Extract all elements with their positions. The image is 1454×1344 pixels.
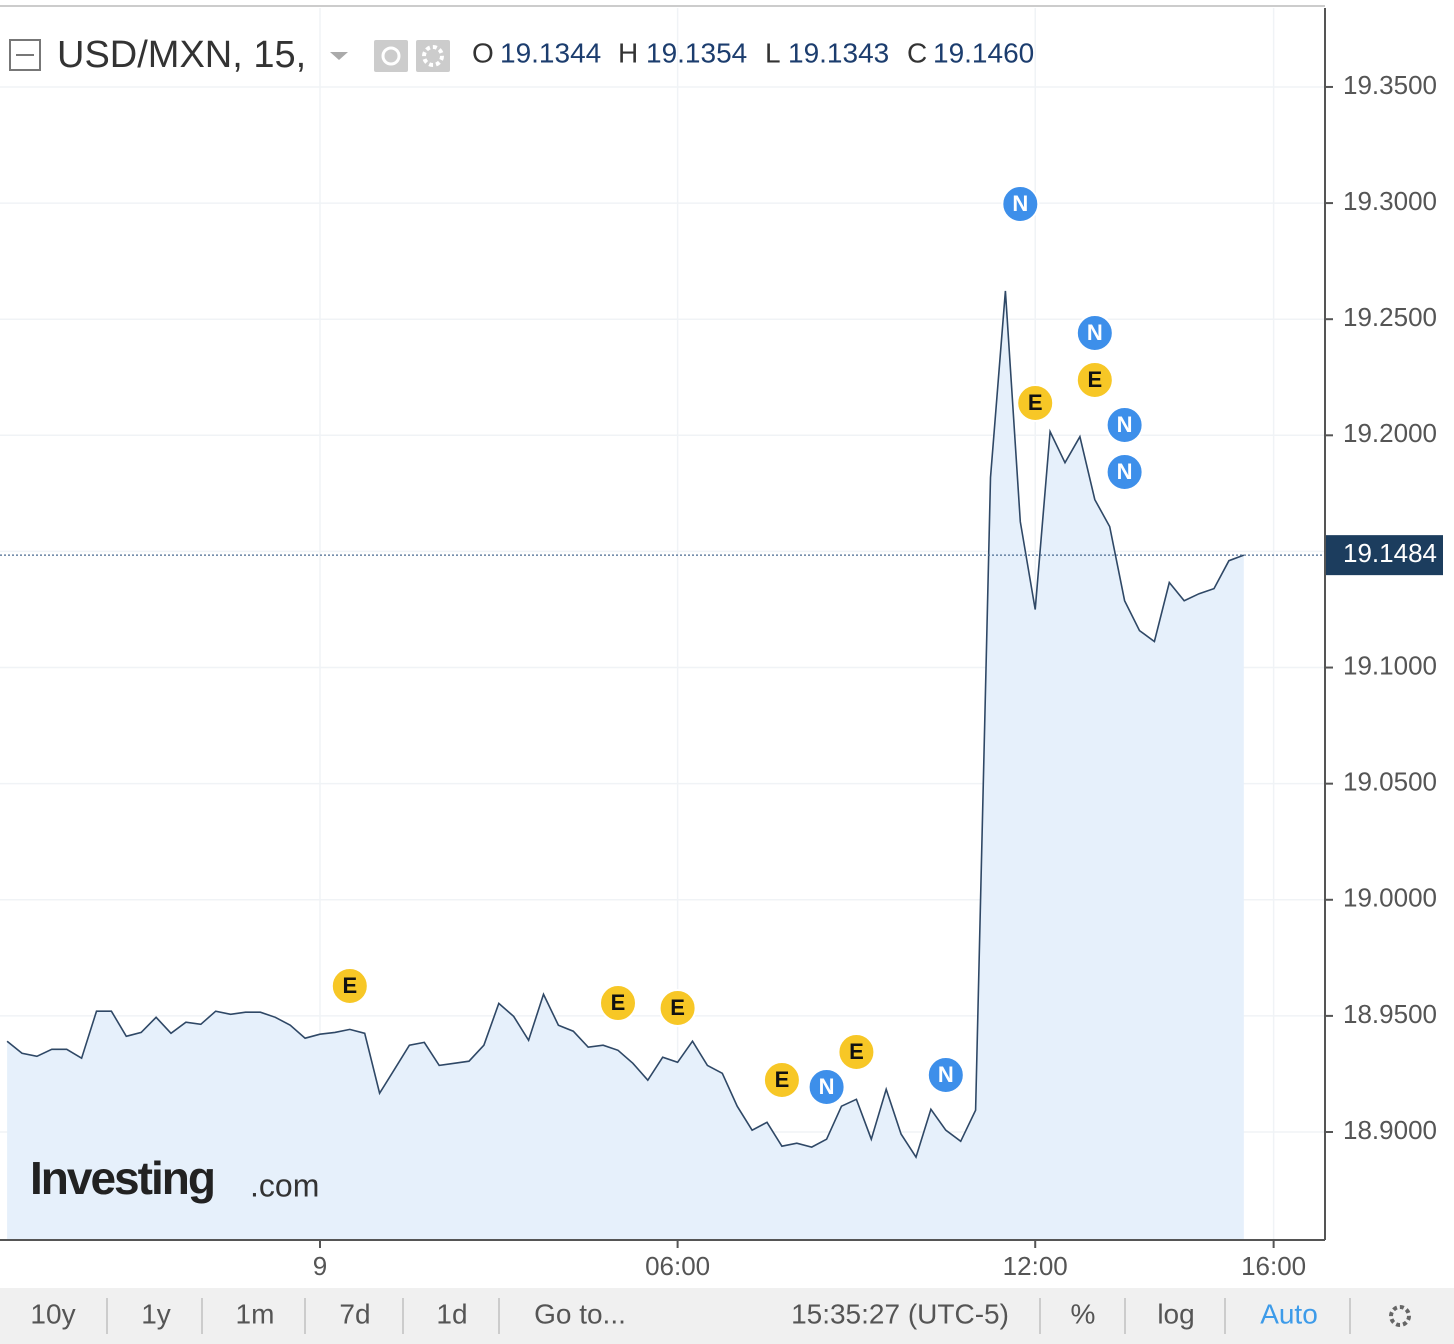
event-label[interactable]: N bbox=[1117, 412, 1133, 437]
event-label[interactable]: N bbox=[1012, 191, 1028, 216]
event-label[interactable]: E bbox=[342, 973, 357, 998]
event-label[interactable]: E bbox=[775, 1067, 790, 1092]
auto-button[interactable]: Auto bbox=[1260, 1298, 1318, 1329]
event-label[interactable]: N bbox=[1087, 320, 1103, 345]
settings-icon-ring bbox=[422, 45, 444, 67]
ohlc-value: 19.1354 bbox=[646, 37, 747, 68]
y-tick-label: 18.9500 bbox=[1343, 999, 1437, 1029]
event-label[interactable]: E bbox=[1087, 367, 1102, 392]
ohlc-value: 19.1344 bbox=[500, 37, 601, 68]
ohlc-value: 19.1343 bbox=[788, 37, 889, 68]
ohlc-value: 19.1460 bbox=[933, 37, 1034, 68]
x-tick-label: 12:00 bbox=[1003, 1251, 1068, 1281]
event-marker bbox=[1001, 185, 1040, 223]
event-marker bbox=[1016, 384, 1055, 422]
goto-button[interactable]: Go to... bbox=[534, 1298, 626, 1329]
logo: Investing .com bbox=[30, 1152, 319, 1204]
event-marker bbox=[762, 1061, 801, 1099]
x-tick-label: 06:00 bbox=[645, 1251, 710, 1281]
event-marker bbox=[1075, 361, 1114, 399]
event-label[interactable]: E bbox=[670, 995, 685, 1020]
settings-icon[interactable] bbox=[416, 40, 450, 72]
eye-icon-ring bbox=[381, 46, 401, 66]
eye-icon[interactable] bbox=[374, 40, 408, 72]
last-price-label: 19.1484 bbox=[1343, 538, 1437, 568]
event-marker bbox=[807, 1068, 846, 1106]
percent-button[interactable]: % bbox=[1071, 1298, 1096, 1329]
range-button[interactable]: 1y bbox=[141, 1298, 171, 1329]
dropdown-arrow[interactable] bbox=[330, 52, 348, 60]
log-button[interactable]: log bbox=[1157, 1298, 1194, 1329]
range-button[interactable]: 10y bbox=[30, 1298, 75, 1329]
range-button[interactable]: 7d bbox=[339, 1298, 370, 1329]
ohlc-key: C bbox=[907, 37, 927, 68]
event-marker bbox=[1105, 406, 1144, 444]
ohlc-key: H bbox=[618, 37, 638, 68]
y-tick-label: 19.3000 bbox=[1343, 186, 1437, 216]
separators bbox=[106, 1298, 1351, 1334]
event-label[interactable]: E bbox=[849, 1039, 864, 1064]
settings-button[interactable] bbox=[1389, 1305, 1411, 1327]
event-label[interactable]: N bbox=[1117, 459, 1133, 484]
x-tick-label: 9 bbox=[313, 1251, 327, 1281]
event-marker bbox=[837, 1033, 876, 1071]
event-marker bbox=[1105, 453, 1144, 491]
y-tick-label: 19.0000 bbox=[1343, 883, 1437, 913]
event-marker bbox=[658, 989, 697, 1027]
y-tick-label: 18.9000 bbox=[1343, 1115, 1437, 1145]
ohlc-key: L bbox=[765, 37, 781, 68]
event-marker bbox=[926, 1056, 965, 1094]
range-button[interactable]: 1d bbox=[436, 1298, 467, 1329]
event-label[interactable]: E bbox=[611, 990, 626, 1015]
collapse-icon[interactable] bbox=[9, 39, 41, 71]
range-button[interactable]: 1m bbox=[236, 1298, 275, 1329]
header: USD/MXN, 15, O 19.1344 H 19.1354 L 19.13… bbox=[9, 34, 1034, 76]
event-label[interactable]: E bbox=[1028, 390, 1043, 415]
logo-brand: Investing bbox=[30, 1152, 214, 1204]
event-label[interactable]: N bbox=[938, 1062, 954, 1087]
x-tick-label: 16:00 bbox=[1241, 1251, 1306, 1281]
plot-area: 18.900018.950019.000019.050019.100019.15… bbox=[0, 8, 1443, 1281]
event-marker bbox=[599, 984, 638, 1022]
event-marker bbox=[330, 967, 369, 1005]
y-tick-label: 19.2000 bbox=[1343, 418, 1437, 448]
y-tick-label: 19.3500 bbox=[1343, 70, 1437, 100]
y-tick-label: 19.0500 bbox=[1343, 767, 1437, 797]
symbol: USD/MXN, 15, bbox=[57, 34, 306, 76]
price-line bbox=[6, 290, 1245, 1159]
logo-suffix: .com bbox=[250, 1167, 319, 1203]
ohlc-key: O bbox=[472, 37, 494, 68]
toolbar-bg bbox=[0, 1288, 1454, 1344]
event-marker bbox=[1075, 314, 1114, 352]
y-tick-label: 19.1000 bbox=[1343, 650, 1437, 680]
y-tick-label: 19.2500 bbox=[1343, 302, 1437, 332]
toolbar: 10y 1y 1m 7d 1d Go to... 15:35:27 (UTC-5… bbox=[0, 1288, 1454, 1344]
area bbox=[7, 290, 1244, 1240]
event-label[interactable]: N bbox=[819, 1074, 835, 1099]
last-price-box bbox=[1325, 535, 1443, 576]
clock: 15:35:27 (UTC-5) bbox=[791, 1298, 1009, 1329]
